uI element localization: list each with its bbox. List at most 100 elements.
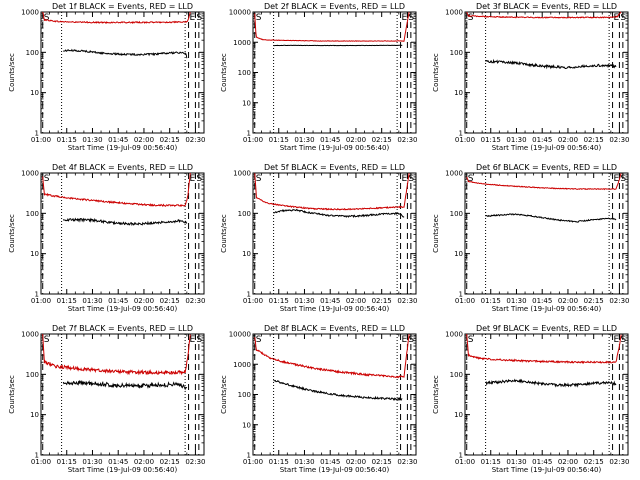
x-tick-label: 01:00 [31, 458, 51, 466]
plot-frame [252, 172, 417, 295]
marker-label-e: E [190, 174, 196, 184]
y-tick-label: 1000 [21, 331, 39, 339]
y-tick-label: 10 [454, 250, 463, 258]
marker-label-s: S [256, 174, 262, 184]
y-axis-label: Counts/sec [432, 214, 440, 253]
x-tick-label: 01:45 [320, 297, 340, 305]
x-tick-label: 01:45 [532, 136, 552, 144]
y-tick-label: 100 [238, 210, 251, 218]
y-tick-label: 1000 [233, 361, 251, 369]
panel-title: Det 2f BLACK = Events, RED = LLD [264, 2, 405, 11]
y-tick-label: 1 [35, 130, 39, 138]
series-events-line [62, 217, 188, 227]
x-tick-label: 02:15 [372, 136, 392, 144]
panel-title: Det 5f BLACK = Events, RED = LLD [264, 163, 405, 172]
y-tick-label: 1 [35, 291, 39, 299]
x-tick-label: 02:00 [558, 297, 578, 305]
y-tick-label: 1 [247, 130, 251, 138]
x-axis-label: Start Time (19-Jul-09 00:56:40) [492, 305, 602, 313]
series-events-line [62, 379, 188, 391]
x-tick-label: 01:00 [455, 297, 475, 305]
x-tick-label: 02:00 [346, 136, 366, 144]
x-tick-label: 02:30 [397, 458, 417, 466]
y-tick-label: 100 [26, 371, 39, 379]
x-tick-label: 01:15 [481, 297, 501, 305]
panel-title: Det 6f BLACK = Events, RED = LLD [476, 163, 617, 172]
x-tick-label: 02:00 [558, 458, 578, 466]
x-tick-label: 01:30 [294, 458, 314, 466]
panel-det-4: Det 4f BLACK = Events, RED = LLD 1 10 100 10… [8, 163, 206, 313]
x-tick-label: 01:15 [481, 458, 501, 466]
x-tick-label: 01:00 [243, 458, 263, 466]
y-tick-label: 100 [450, 371, 463, 379]
x-tick-label: 02:00 [134, 136, 154, 144]
marker-label-e: E [402, 13, 408, 23]
x-tick-label: 02:30 [609, 297, 629, 305]
marker-label-s: S [196, 13, 202, 23]
x-tick-label: 02:30 [397, 297, 417, 305]
y-tick-label: 10 [242, 421, 251, 429]
series-events-line [485, 213, 617, 223]
x-tick-label: 01:15 [481, 136, 501, 144]
x-tick-label: 02:30 [397, 136, 417, 144]
x-tick-label: 02:30 [185, 136, 205, 144]
y-tick-label: 1 [247, 452, 251, 460]
x-tick-label: 01:45 [108, 458, 128, 466]
y-tick-label: 10 [242, 250, 251, 258]
x-tick-label: 01:00 [243, 136, 263, 144]
y-tick-label: 100 [450, 210, 463, 218]
series-lld-line [42, 11, 191, 25]
marker-label-s: S [408, 13, 414, 23]
y-axis-label: Counts/sec [8, 214, 16, 253]
x-axis-label: Start Time (19-Jul-09 00:56:40) [280, 144, 390, 152]
series-lld-line [466, 333, 622, 365]
x-tick-label: 02:00 [558, 136, 578, 144]
x-tick-label: 01:30 [506, 297, 526, 305]
x-tick-label: 01:30 [506, 136, 526, 144]
y-tick-label: 100 [238, 69, 251, 77]
x-tick-label: 02:00 [134, 297, 154, 305]
x-tick-label: 01:45 [108, 136, 128, 144]
plot-frame [40, 172, 205, 295]
series-lld-line [254, 11, 410, 42]
x-tick-label: 01:15 [57, 136, 77, 144]
marker-label-e: E [614, 13, 620, 23]
x-tick-label: 01:15 [269, 458, 289, 466]
series-lld-line [42, 333, 191, 376]
x-tick-label: 02:15 [584, 458, 604, 466]
x-tick-label: 02:15 [372, 297, 392, 305]
y-tick-label: 1000 [233, 39, 251, 47]
x-tick-label: 01:00 [455, 458, 475, 466]
panel-title: Det 8f BLACK = Events, RED = LLD [264, 324, 405, 333]
panel-det-3: Det 3f BLACK = Events, RED = LLD 1 10 100 10… [432, 2, 630, 152]
y-axis-label: Counts/sec [220, 375, 228, 414]
y-tick-label: 1000 [445, 331, 463, 339]
marker-label-s: S [256, 335, 262, 345]
y-axis-label: Counts/sec [432, 375, 440, 414]
y-axis-label: Counts/sec [8, 375, 16, 414]
x-axis-label: Start Time (19-Jul-09 00:56:40) [68, 466, 178, 474]
marker-label-s: S [468, 174, 474, 184]
x-tick-label: 02:30 [609, 458, 629, 466]
x-tick-label: 02:15 [160, 297, 180, 305]
y-tick-label: 10 [454, 411, 463, 419]
marker-label-s: S [468, 13, 474, 23]
panel-title: Det 9f BLACK = Events, RED = LLD [476, 324, 617, 333]
plot-frame [40, 11, 205, 134]
x-tick-label: 02:15 [160, 458, 180, 466]
y-tick-label: 100 [26, 210, 39, 218]
y-axis-label: Counts/sec [432, 53, 440, 92]
x-tick-label: 02:15 [372, 458, 392, 466]
series-lld-line [42, 172, 191, 208]
x-tick-label: 01:30 [294, 136, 314, 144]
x-tick-label: 02:30 [609, 136, 629, 144]
y-tick-label: 1 [35, 452, 39, 460]
x-tick-label: 01:30 [82, 136, 102, 144]
x-tick-label: 01:00 [243, 297, 263, 305]
marker-label-s: S [44, 335, 50, 345]
panel-det-6: Det 6f BLACK = Events, RED = LLD 1 10 100 10… [432, 163, 630, 313]
y-axis-label: Counts/sec [8, 53, 16, 92]
x-tick-label: 02:15 [584, 136, 604, 144]
panel-det-7: Det 7f BLACK = Events, RED = LLD 1 10 100 10… [8, 324, 206, 474]
marker-label-s: S [620, 13, 626, 23]
